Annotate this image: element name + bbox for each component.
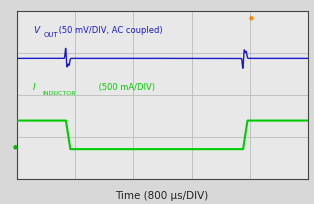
Text: (500 mA/DIV): (500 mA/DIV) [96,83,155,92]
Text: INDUCTOR: INDUCTOR [42,90,75,95]
Text: Time (800 μs/DIV): Time (800 μs/DIV) [115,190,208,200]
Text: ●: ● [249,15,254,20]
Text: OUT: OUT [43,32,58,38]
Text: V: V [33,26,39,35]
Text: I: I [33,83,36,92]
Text: (50 mV/DIV, AC coupled): (50 mV/DIV, AC coupled) [57,26,163,35]
Text: ●: ● [13,144,18,149]
